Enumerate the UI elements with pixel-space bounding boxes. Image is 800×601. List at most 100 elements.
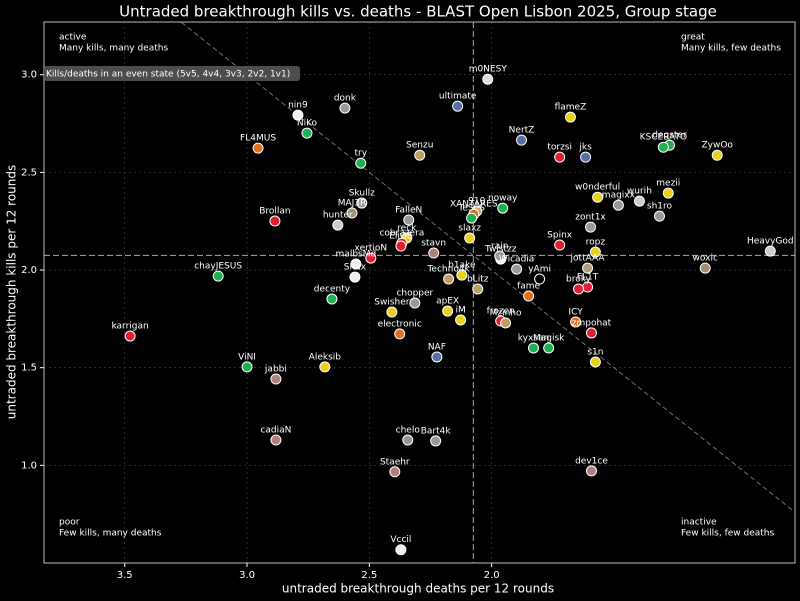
point-label: yAmi [528, 265, 551, 275]
point-label: fame [517, 282, 540, 292]
point [430, 435, 442, 447]
point [527, 342, 539, 354]
point [269, 215, 281, 227]
x-tick-label: 2.5 [361, 570, 377, 581]
point-label: EliGE [389, 232, 413, 242]
point-label: NAF [428, 342, 446, 352]
point-label: Swisher [374, 298, 410, 308]
point-label: cobrazera [379, 229, 424, 239]
plot-border [43, 21, 796, 564]
point [534, 273, 546, 285]
point [270, 434, 282, 446]
point [402, 434, 414, 446]
point-label: s1n [587, 348, 603, 358]
point-label: chayJESUS [194, 262, 242, 272]
note: Kills/deaths in an even state (5v5, 4v4,… [46, 70, 290, 80]
point [612, 199, 624, 211]
point-label: zont1x [575, 213, 606, 223]
point-label: jottAAA [570, 254, 606, 264]
point-label: Snax [344, 263, 367, 273]
point-label: Techno4k [426, 265, 470, 275]
chart-title: Untraded breakthrough kills vs. deaths -… [119, 3, 717, 21]
point [494, 250, 506, 262]
point [403, 214, 415, 226]
corner-title: great [681, 33, 705, 43]
point-label: bLitz [467, 274, 489, 284]
point [456, 269, 468, 281]
point-label: karrigan [111, 322, 148, 332]
point-label: Wicadia [499, 255, 534, 265]
corner-text: Few kills, many deaths [59, 529, 162, 539]
point-label: w0nderful [575, 183, 620, 193]
point [699, 262, 711, 274]
point [516, 134, 528, 146]
y-axis-label: untraded breakthrough kills per 12 round… [5, 165, 19, 420]
point-label: malbsMd [336, 249, 377, 259]
point-label: Aleksib [309, 352, 342, 362]
point [662, 187, 674, 199]
point [252, 142, 264, 154]
point-label: magixx [602, 191, 636, 201]
point-label: sh1ro [647, 202, 673, 212]
point [386, 306, 398, 318]
point [443, 273, 455, 285]
point [764, 245, 776, 257]
point-label: rain [491, 241, 508, 251]
point-label: reck [397, 224, 417, 234]
corner-title: active [59, 33, 87, 43]
point [592, 191, 604, 203]
point-label: woxic [693, 254, 718, 264]
point-label: XANTARES [450, 200, 498, 210]
point-label: ICY [568, 307, 583, 317]
point-label: wurih [627, 187, 652, 197]
point-label: m0NESY [469, 65, 508, 75]
point-label: ropz [586, 238, 606, 248]
point [350, 258, 362, 270]
point-label: FL1T [577, 273, 599, 283]
point-label: KSCERATO [640, 133, 688, 143]
point [633, 195, 645, 207]
point-label: b1ake [448, 261, 476, 271]
point [584, 221, 596, 233]
y-tick-label: 2.0 [21, 265, 37, 276]
x-tick-label: 3.0 [239, 570, 255, 581]
point [414, 149, 426, 161]
point-label: xertioN [355, 244, 388, 254]
point-label: noway [488, 194, 518, 204]
point [124, 330, 136, 342]
point [395, 240, 407, 252]
point-label: try [355, 149, 368, 159]
point-label: iM [455, 306, 465, 316]
point-label: Twistzz [484, 245, 517, 255]
point [497, 202, 509, 214]
point [554, 151, 566, 163]
point-label: Brollan [259, 207, 290, 217]
point [332, 219, 344, 231]
y-tick-label: 1.0 [21, 460, 37, 471]
y-tick-label: 3.0 [21, 70, 37, 81]
point-label: Senzu [406, 141, 433, 151]
point [389, 466, 401, 478]
point-label: electronic [378, 319, 422, 329]
point-label: nin9 [288, 101, 308, 111]
point [482, 73, 494, 85]
point [543, 342, 555, 354]
point [395, 544, 407, 556]
point [573, 283, 585, 295]
point [301, 127, 313, 139]
point-label: apEX [436, 297, 459, 307]
point-label: decenty [314, 284, 351, 294]
point [500, 317, 512, 329]
point [431, 351, 443, 363]
corner-title: poor [59, 518, 80, 528]
point-label: FL4MUS [240, 134, 276, 144]
point-label: jabbi [264, 365, 287, 375]
point-label: Magisk [533, 333, 565, 343]
point-label: HeavyGod [747, 237, 794, 247]
point [356, 197, 368, 209]
point-label: Bart4k [421, 426, 452, 436]
corner-text: Many kills, many deaths [59, 44, 168, 54]
point [653, 210, 665, 222]
point-label: chelo [396, 425, 421, 435]
